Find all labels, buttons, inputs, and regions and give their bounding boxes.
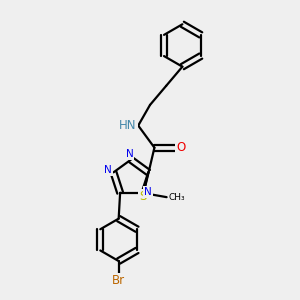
Text: N: N [104,165,112,175]
Text: CH₃: CH₃ [168,193,185,202]
Text: N: N [144,187,152,197]
Text: Br: Br [112,274,125,287]
Text: S: S [139,190,146,203]
Text: O: O [176,141,185,154]
Text: N: N [125,149,133,159]
Text: HN: HN [119,119,137,132]
